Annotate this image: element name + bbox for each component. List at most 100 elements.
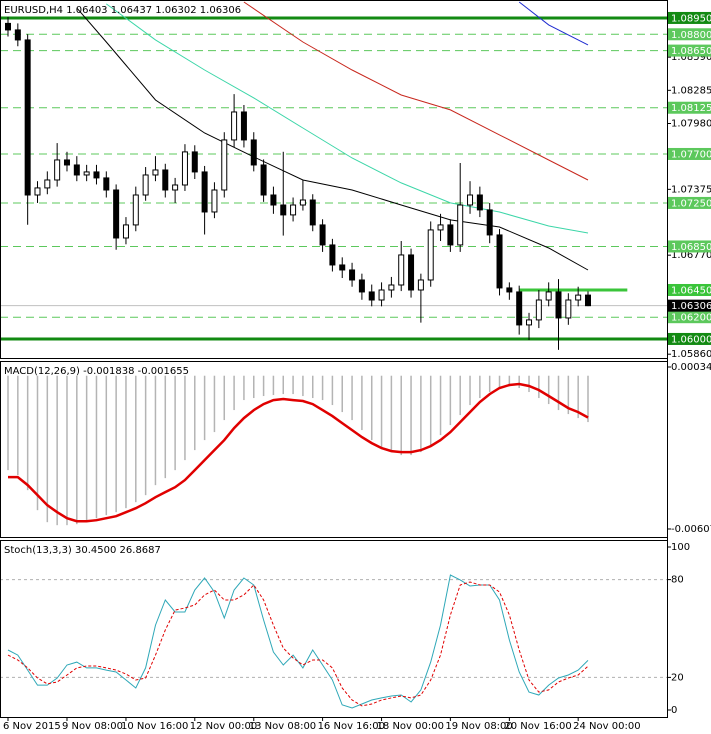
candle-body xyxy=(14,29,21,41)
y-tick-label: 100 xyxy=(671,542,690,553)
macd-bar xyxy=(292,375,294,395)
macd-bar xyxy=(370,375,373,441)
panel-title: EURUSD,H4 1.06403 1.06437 1.06302 1.0630… xyxy=(4,5,241,16)
macd-bar xyxy=(459,375,461,416)
y-tick-label: 20 xyxy=(671,672,684,683)
macd-bar xyxy=(429,375,432,446)
candle-body xyxy=(83,171,90,176)
macd-bar xyxy=(410,375,412,456)
macd-bar xyxy=(508,375,511,387)
candle-body xyxy=(34,187,41,196)
x-tick-label: 12 Nov 00:00 xyxy=(190,721,257,732)
x-tick-label: 10 Nov 16:00 xyxy=(121,721,188,732)
macd-bar xyxy=(56,375,58,526)
stoch-line xyxy=(7,574,589,709)
y-tick-label: 80 xyxy=(671,575,684,586)
level-label: 1.06200 xyxy=(671,313,711,324)
macd-bar xyxy=(538,375,540,399)
macd-bar xyxy=(135,375,137,503)
macd-bar xyxy=(380,375,383,449)
macd-signal xyxy=(8,382,589,523)
macd-bar xyxy=(203,375,206,441)
candle-body xyxy=(545,291,552,301)
candle-body xyxy=(260,164,267,196)
candle-body xyxy=(398,254,405,286)
candle-body xyxy=(44,179,51,189)
macd-bar xyxy=(66,375,68,526)
x-tick-label: 9 Nov 08:00 xyxy=(62,721,123,732)
x-tick-label: 20 Nov 16:00 xyxy=(504,721,571,732)
candle-body xyxy=(358,279,365,293)
candle-body xyxy=(447,224,454,246)
candle-body xyxy=(427,229,434,281)
candle-body xyxy=(93,171,100,179)
candle-body xyxy=(5,22,11,31)
candle-body xyxy=(535,299,542,321)
last-price-box xyxy=(668,299,711,312)
x-tick-label: 24 Nov 00:00 xyxy=(573,721,640,732)
level-label: 1.08950 xyxy=(671,13,711,24)
macd-bar xyxy=(449,375,452,426)
candle-body xyxy=(211,189,218,213)
panel-title: MACD(12,26,9) -0.001838 -0.001655 xyxy=(4,366,189,377)
candle-body xyxy=(290,204,297,216)
macd-bar xyxy=(390,375,393,453)
x-tick-label: 18 Nov 00:00 xyxy=(377,721,444,732)
x-tick-label: 19 Nov 08:00 xyxy=(445,721,512,732)
candle-body xyxy=(506,287,513,293)
y-tick-label: 0.000346 xyxy=(671,362,711,373)
macd-bar xyxy=(557,375,560,411)
macd-bar xyxy=(154,375,157,486)
y-tick-label: 1.08590 xyxy=(671,52,711,63)
macd-bar xyxy=(282,375,285,395)
level-label: 1.07700 xyxy=(671,149,711,160)
moving-average xyxy=(518,1,589,46)
macd-bar xyxy=(243,375,245,401)
candle-body xyxy=(299,199,306,206)
candle-body xyxy=(240,111,247,141)
last-price-label: 1.06306 xyxy=(671,301,711,312)
candle-body xyxy=(270,194,277,206)
candle-body xyxy=(585,294,591,307)
stoch-line xyxy=(7,581,589,707)
candle-body xyxy=(349,269,356,281)
macd-bar xyxy=(76,375,78,525)
macd-bar xyxy=(223,375,226,421)
candle-body xyxy=(231,111,238,141)
macd-bar xyxy=(36,375,39,511)
macd-bar xyxy=(361,375,363,431)
candle-body xyxy=(467,194,474,206)
macd-bar xyxy=(115,375,117,513)
moving-average xyxy=(76,7,589,271)
y-tick-label: 0 xyxy=(671,705,677,716)
macd-bar xyxy=(125,375,127,509)
macd-bar xyxy=(351,375,353,421)
candle-body xyxy=(437,224,444,231)
macd-bar xyxy=(302,375,304,397)
panel-frame xyxy=(0,361,668,538)
panel-title: Stoch(13,3,3) 30.4500 26.8687 xyxy=(4,545,161,556)
macd-bar xyxy=(311,375,314,399)
macd-bar xyxy=(174,375,176,471)
level-label: 1.08125 xyxy=(671,103,711,114)
level-label: 1.08800 xyxy=(671,30,711,41)
candle-body xyxy=(63,159,70,166)
x-tick-label: 16 Nov 16:00 xyxy=(318,721,385,732)
macd-bar xyxy=(577,375,579,419)
macd-bar xyxy=(46,375,49,523)
level-box xyxy=(668,11,711,24)
macd-bar xyxy=(144,375,147,496)
candle-body xyxy=(73,164,80,176)
macd-bar xyxy=(567,375,570,415)
macd-bar xyxy=(85,375,88,523)
macd-bar xyxy=(498,375,501,389)
macd-bar xyxy=(587,375,589,423)
panel-plot xyxy=(1,1,667,350)
y-tick-label: -0.006078 xyxy=(671,524,711,535)
candle-body xyxy=(329,244,336,266)
macd-bar xyxy=(272,375,275,396)
y-tick-label: 1.07980 xyxy=(671,119,711,130)
level-box xyxy=(668,283,711,296)
candle-body xyxy=(152,169,159,176)
candle-body xyxy=(191,151,198,173)
